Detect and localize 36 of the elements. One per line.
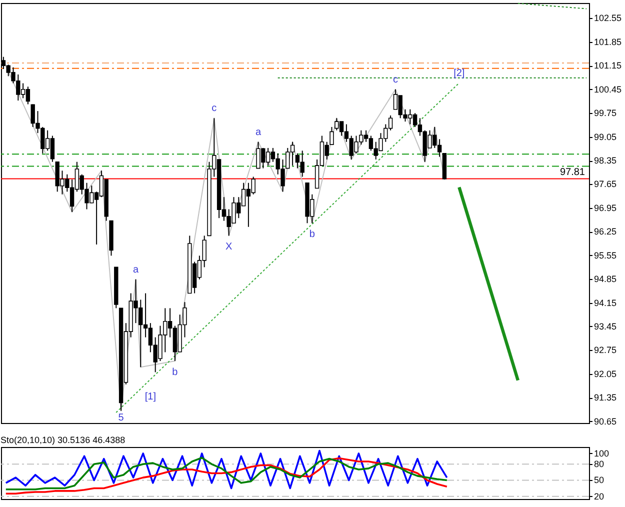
y-tick-label: 91.35 [594, 392, 617, 403]
y-tick-label: 50 [594, 475, 604, 486]
y-tick-label: 92.05 [594, 368, 617, 379]
y-tick-label: 90.65 [594, 416, 617, 426]
chart-title: Sto(20,10,10) 30.5136 46.4388 [0, 435, 126, 445]
annotation: a [255, 126, 262, 138]
candlestick [330, 126, 334, 146]
annotation: c [212, 103, 217, 114]
y-tick-label: 20 [594, 491, 604, 502]
annotation: [1] [144, 391, 156, 402]
y-tick-label: 94.15 [594, 298, 617, 308]
y-tick-label: 100.45 [594, 84, 622, 94]
ref-line-label: 97.81 [560, 166, 586, 178]
annotation: a [132, 264, 139, 276]
annotation: 5 [118, 412, 124, 424]
y-tick-label: 98.35 [594, 156, 617, 166]
annotation: b [309, 229, 316, 240]
y-tick-label: 96.25 [594, 226, 617, 237]
y-tick-label: 99.05 [594, 132, 617, 142]
y-tick-label: 92.75 [594, 345, 617, 356]
annotation: c [392, 74, 398, 86]
y-tick-label: 96.95 [594, 202, 617, 213]
annotation: X [226, 242, 233, 253]
y-tick-label: 101.15 [594, 60, 622, 71]
y-tick-label: 101.85 [594, 36, 622, 47]
y-tick-label: 95.55 [594, 250, 617, 260]
y-tick-label: 80 [594, 459, 604, 470]
annotation: [2] [454, 68, 465, 79]
y-tick-label: 97.65 [594, 179, 617, 190]
y-tick-label: 93.45 [594, 321, 617, 332]
y-tick-label: 94.85 [594, 274, 617, 284]
annotation: b [172, 367, 178, 378]
y-tick-label: 100 [594, 448, 610, 458]
line-series [5, 450, 448, 490]
y-tick-label: 102.55 [594, 13, 622, 24]
y-tick-label: 99.75 [594, 108, 617, 118]
